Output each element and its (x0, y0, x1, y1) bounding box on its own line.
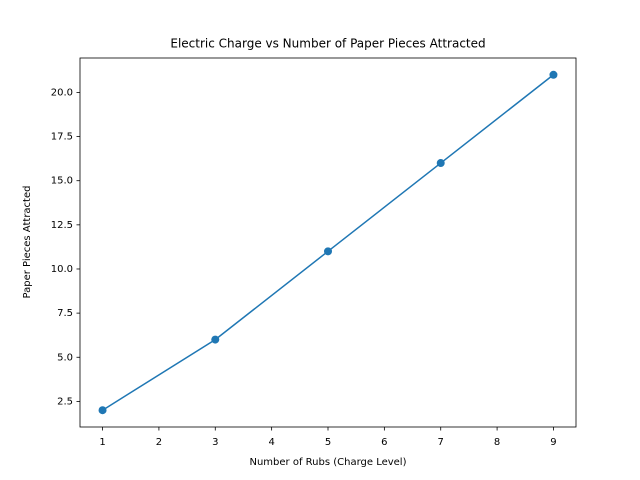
x-tick-label: 7 (438, 437, 444, 448)
chart-title: Electric Charge vs Number of Paper Piece… (170, 37, 485, 51)
y-tick-label: 5.0 (57, 352, 73, 363)
x-tick-label: 2 (156, 437, 162, 448)
data-point (98, 406, 107, 415)
y-tick-label: 10.0 (51, 264, 73, 275)
y-axis-label: Paper Pieces Attracted (22, 186, 33, 299)
x-tick-label: 3 (212, 437, 218, 448)
data-point (324, 247, 332, 256)
y-tick-label: 7.5 (57, 308, 73, 319)
y-tick-label: 12.5 (51, 220, 73, 231)
y-tick-label: 17.5 (51, 132, 73, 143)
y-tick-label: 2.5 (57, 396, 73, 407)
x-tick-label: 9 (550, 437, 556, 448)
x-tick-label: 4 (268, 437, 274, 448)
x-tick-label: 1 (99, 437, 105, 448)
x-tick-label: 8 (494, 437, 500, 448)
y-tick-label: 15.0 (51, 176, 73, 187)
data-point (549, 70, 558, 79)
x-axis-label: Number of Rubs (Charge Level) (249, 457, 406, 468)
plot-frame (79, 57, 577, 428)
y-tick-label: 20.0 (51, 87, 73, 98)
data-point (436, 159, 445, 168)
x-tick-label: 5 (325, 437, 331, 448)
data-point (211, 335, 220, 344)
x-tick-label: 6 (381, 437, 387, 448)
